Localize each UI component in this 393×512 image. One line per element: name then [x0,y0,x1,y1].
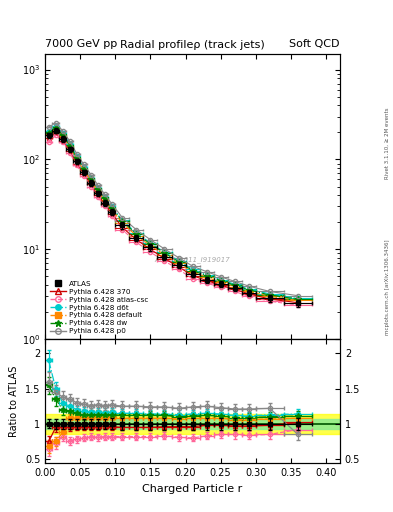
Text: mcplots.cern.ch [arXiv:1306.3436]: mcplots.cern.ch [arXiv:1306.3436] [385,239,389,334]
X-axis label: Charged Particle r: Charged Particle r [142,484,243,494]
Text: Soft QCD: Soft QCD [290,38,340,49]
Bar [45,419,340,429]
Title: Radial profileρ (track jets): Radial profileρ (track jets) [120,40,265,50]
Text: Rivet 3.1.10, ≥ 2M events: Rivet 3.1.10, ≥ 2M events [385,108,389,179]
Bar [45,414,340,434]
Y-axis label: Ratio to ATLAS: Ratio to ATLAS [9,366,19,437]
Text: 7000 GeV pp: 7000 GeV pp [45,38,118,49]
Legend: ATLAS, Pythia 6.428 370, Pythia 6.428 atlas-csc, Pythia 6.428 d6t, Pythia 6.428 : ATLAS, Pythia 6.428 370, Pythia 6.428 at… [49,280,150,336]
Text: ATLAS_2011_I919017: ATLAS_2011_I919017 [155,256,230,263]
